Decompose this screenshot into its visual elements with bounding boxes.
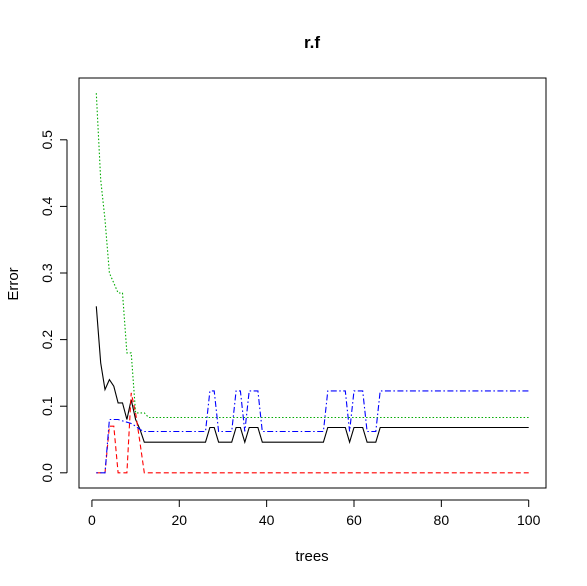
series-group	[95, 93, 529, 474]
x-tick-label: 20	[171, 512, 187, 528]
x-tick-label: 100	[517, 512, 541, 528]
y-tick-label: 0.2	[39, 330, 55, 350]
series-line-1	[95, 306, 529, 445]
x-tick-label: 40	[259, 512, 275, 528]
y-tick-label: 0.4	[39, 196, 55, 216]
series-line-4	[96, 390, 529, 474]
x-tick-label: 80	[434, 512, 450, 528]
x-axis-label: trees	[295, 548, 328, 565]
series-line-3	[95, 93, 529, 419]
chart-title: r.f	[304, 33, 320, 52]
y-tick-label: 0.0	[39, 463, 55, 483]
y-tick-label: 0.1	[39, 396, 55, 416]
y-tick-label: 0.5	[39, 130, 55, 150]
series-line-2	[96, 392, 529, 474]
axes: 0 20 40 60 80 100 0.0 0.1 0.2 0.3 0.4 0.5	[39, 130, 541, 528]
y-tick-label: 0.3	[39, 263, 55, 283]
x-tick-label: 60	[346, 512, 362, 528]
y-axis-label: Error	[5, 267, 22, 300]
plot-frame	[78, 77, 547, 489]
x-tick-label: 0	[88, 512, 96, 528]
